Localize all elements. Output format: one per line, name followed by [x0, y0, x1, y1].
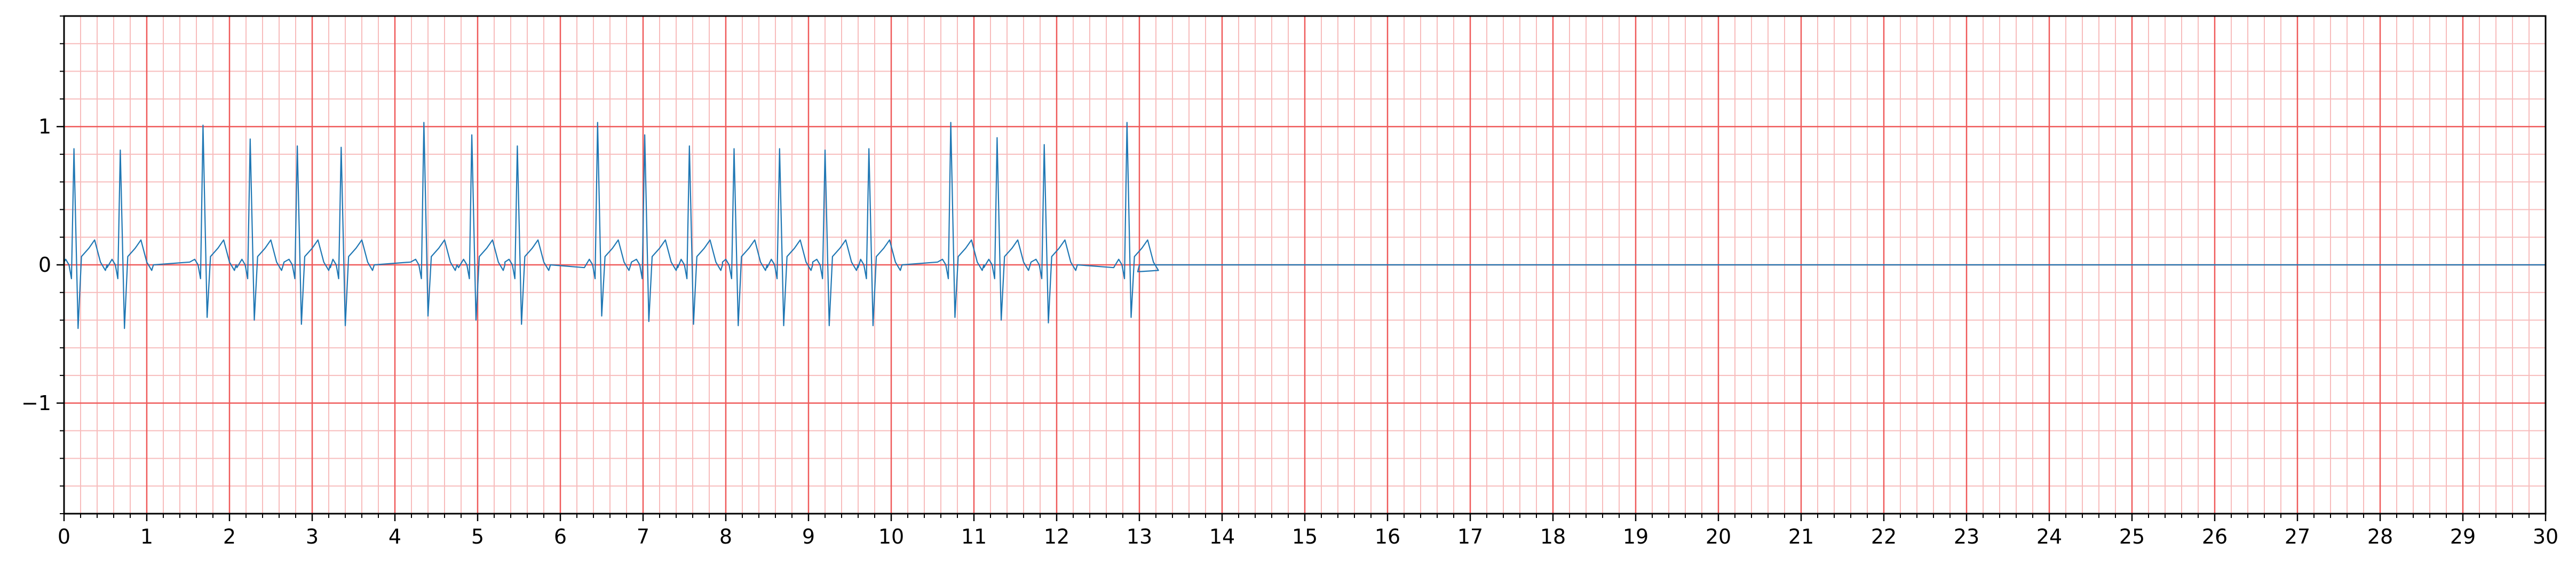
- x-tick-label: 11: [961, 525, 987, 548]
- ecg-trace-line: [64, 122, 2546, 329]
- x-tick-label: 8: [719, 525, 732, 548]
- x-tick-label: 28: [2367, 525, 2393, 548]
- x-tick-label: 18: [1540, 525, 1566, 548]
- x-tick-label: 22: [1871, 525, 1897, 548]
- x-tick-label: 16: [1375, 525, 1400, 548]
- x-tick-label: 7: [637, 525, 649, 548]
- x-tick-label: 19: [1623, 525, 1648, 548]
- x-tick-label: 23: [1954, 525, 1979, 548]
- ticks-layer: [57, 15, 2547, 521]
- x-tick-label: 10: [878, 525, 904, 548]
- x-tick-label: 25: [2119, 525, 2145, 548]
- y-tick-label: 0: [38, 253, 51, 277]
- x-tick-label: 24: [2036, 525, 2062, 548]
- x-tick-label: 17: [1457, 525, 1483, 548]
- series-layer: [64, 122, 2546, 329]
- x-tick-label: 15: [1292, 525, 1318, 548]
- x-tick-label: 3: [306, 525, 319, 548]
- x-tick-label: 5: [471, 525, 484, 548]
- labels-layer: 0 1 2 3 4 5 6 7 8 9 10 11 12 13 14 15 16 17 18 19 20 21 22 23 24…: [21, 115, 2558, 548]
- x-tick-label: 21: [1788, 525, 1814, 548]
- x-tick-label: 12: [1044, 525, 1069, 548]
- x-tick-label: 4: [389, 525, 401, 548]
- x-tick-label: 2: [223, 525, 236, 548]
- x-tick-label: 9: [802, 525, 815, 548]
- x-tick-label: 0: [58, 525, 70, 548]
- x-tick-label: 14: [1209, 525, 1235, 548]
- y-tick-label: −1: [21, 391, 51, 415]
- x-tick-label: 1: [140, 525, 153, 548]
- x-tick-label: 6: [554, 525, 567, 548]
- x-tick-label: 20: [1706, 525, 1731, 548]
- x-tick-label: 29: [2450, 525, 2476, 548]
- x-tick-label: 26: [2202, 525, 2228, 548]
- y-tick-label: 1: [38, 115, 51, 138]
- x-tick-label: 27: [2285, 525, 2310, 548]
- x-tick-label: 13: [1127, 525, 1152, 548]
- x-tick-label: 30: [2533, 525, 2558, 548]
